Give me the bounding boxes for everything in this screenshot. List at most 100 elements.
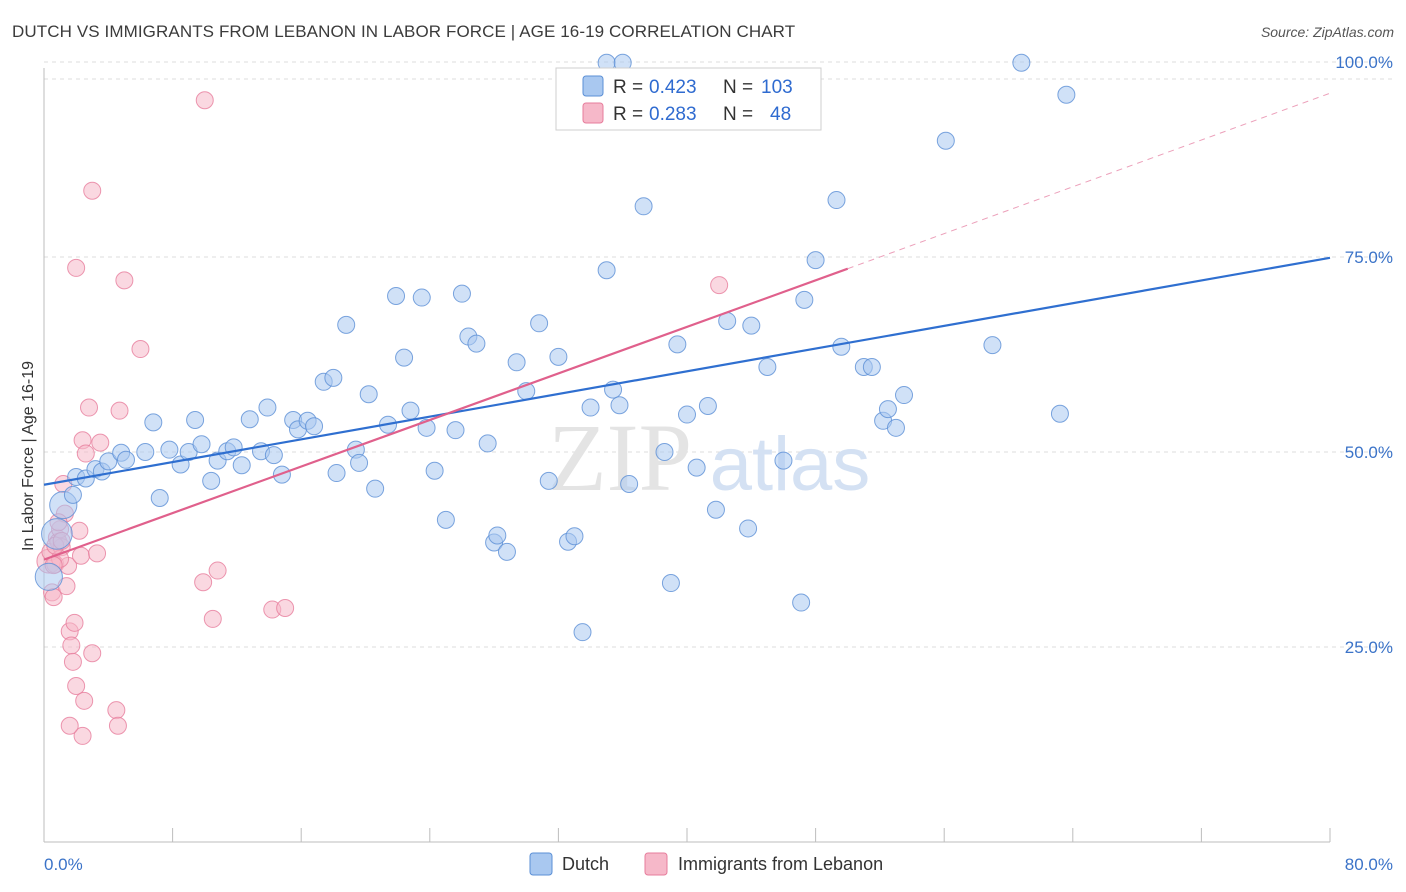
dutch-point (186, 411, 205, 430)
legend-dutch-n-value: 103 (761, 77, 793, 98)
dutch-point (452, 284, 471, 303)
lebanon-point (80, 398, 99, 417)
lebanon-point (91, 433, 110, 452)
dutch-point (886, 418, 905, 437)
bottom-legend: Dutch Immigrants from Lebanon (529, 852, 883, 876)
lebanon-point (203, 609, 222, 628)
dutch-point (507, 353, 526, 372)
y-tick-label: 50.0% (1345, 443, 1393, 462)
dutch-point (862, 357, 881, 376)
lebanon-point (107, 701, 126, 720)
dutch-point (395, 348, 414, 367)
dutch-point (264, 446, 283, 465)
grid-layer: 25.0% 50.0% 75.0% 100.0% (44, 53, 1393, 657)
dutch-point (425, 461, 444, 480)
dutch-point (634, 197, 653, 216)
dutch-point (387, 287, 406, 305)
lebanon-point (83, 181, 102, 200)
dutch-point (150, 489, 169, 508)
y-tick-label: 100.0% (1335, 53, 1393, 72)
lebanon-point (67, 258, 86, 277)
legend-lebanon-r-value: 0.283 (649, 104, 697, 125)
dutch-point (832, 337, 851, 356)
lebanon-point (71, 546, 90, 565)
dutch-point (446, 421, 465, 440)
legend-swatch-lebanon (582, 102, 604, 124)
dutch-point (436, 510, 455, 529)
dutch-point (258, 398, 277, 417)
lebanon-point (62, 636, 81, 655)
legend-swatch-dutch (582, 75, 604, 97)
lebanon-point (110, 401, 129, 420)
y-axis-title: In Labor Force | Age 16-19 (20, 361, 37, 551)
dutch-point (530, 314, 549, 333)
dutch-point (160, 440, 179, 459)
lebanon-point (88, 544, 107, 563)
dutch-point (668, 335, 687, 354)
lebanon-point (70, 521, 89, 540)
lebanon-point (83, 644, 102, 663)
lebanon-point (710, 276, 729, 295)
dutch-point (806, 251, 825, 270)
lebanon-series (36, 91, 729, 745)
dutch-point (655, 443, 674, 461)
lebanon-point (65, 613, 84, 632)
lebanon-trend-line (43, 267, 849, 561)
dutch-point (232, 456, 251, 475)
legend-lebanon-r-label: R = (613, 104, 643, 125)
x-tick-label-max: 80.0% (1345, 855, 1393, 874)
dutch-point (497, 542, 516, 561)
dutch-point (366, 479, 385, 498)
lebanon-point (63, 652, 82, 671)
dutch-point (742, 316, 761, 335)
dutch-point (136, 443, 155, 461)
dutch-point (488, 526, 507, 545)
dutch-point (878, 400, 897, 419)
dutch-point (1050, 404, 1069, 423)
trend-lines (43, 92, 1331, 561)
bottom-legend-swatch-lebanon (644, 852, 668, 876)
dutch-point (774, 451, 793, 470)
lebanon-point (75, 691, 94, 710)
dutch-point (337, 315, 356, 334)
lebanon-trend-extension (847, 92, 1331, 270)
dutch-point (895, 386, 914, 405)
lebanon-point (108, 716, 127, 735)
legend-box: R = 0.423 N = 103 R = 0.283 N = 48 (555, 67, 822, 131)
axes (43, 68, 1331, 843)
dutch-point (478, 434, 497, 453)
y-tick-label: 25.0% (1345, 638, 1393, 657)
dutch-point (240, 410, 259, 429)
dutch-point (610, 396, 629, 415)
lebanon-point (76, 444, 95, 463)
dutch-point (539, 471, 558, 490)
lebanon-point (195, 91, 214, 110)
dutch-point (412, 288, 431, 307)
dutch-series (34, 53, 1076, 642)
dutch-point (739, 519, 758, 538)
dutch-point (467, 334, 486, 353)
dutch-trend-line (43, 256, 1331, 486)
x-tick-label-min: 0.0% (44, 855, 83, 874)
dutch-point (581, 398, 600, 417)
dutch-point (401, 401, 420, 420)
dutch-point (687, 458, 706, 477)
dutch-point (41, 518, 73, 550)
lebanon-point (73, 726, 92, 745)
dutch-point (324, 368, 343, 387)
dutch-point (99, 452, 118, 471)
chart-title: DUTCH VS IMMIGRANTS FROM LEBANON IN LABO… (12, 22, 796, 41)
lebanon-point (208, 561, 227, 580)
lebanon-point (60, 716, 79, 735)
dutch-point (1012, 53, 1031, 72)
dutch-point (597, 261, 616, 280)
dutch-point (698, 396, 717, 415)
bottom-legend-dutch: Dutch (562, 854, 609, 874)
dutch-point (983, 336, 1002, 355)
dutch-point (678, 405, 696, 424)
lebanon-point (115, 271, 134, 290)
dutch-point (116, 450, 135, 469)
dutch-point (936, 131, 955, 150)
lebanon-point (67, 677, 86, 695)
